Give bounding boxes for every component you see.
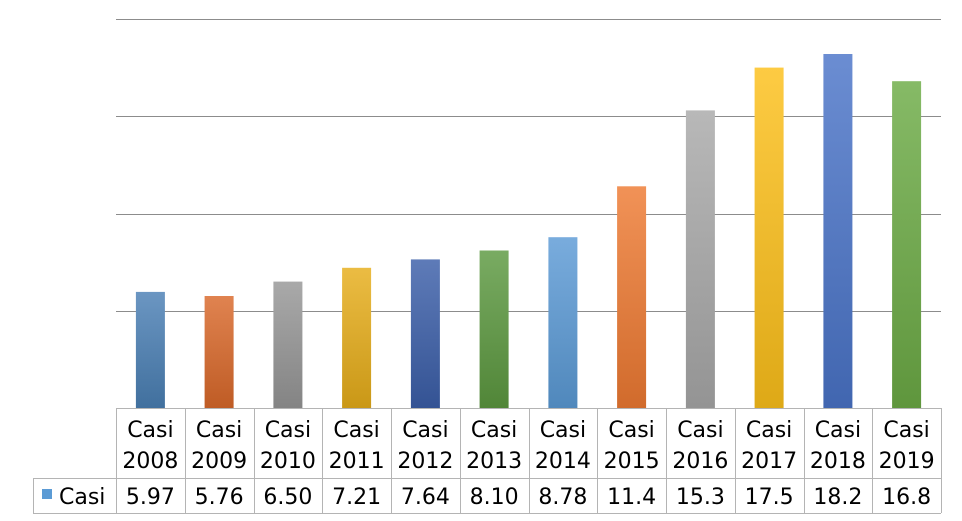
- bar-2010: [273, 281, 303, 408]
- category-label: 2014: [535, 449, 591, 474]
- bar-2017: [754, 67, 784, 408]
- bar-2014: [548, 237, 578, 408]
- value-label: 18.2: [813, 485, 862, 510]
- gridlines: [116, 19, 941, 312]
- category-label: 2012: [397, 449, 453, 474]
- bar-2008: [135, 291, 165, 408]
- category-label: 2010: [260, 449, 316, 474]
- bar-2015: [617, 186, 647, 408]
- category-label: 2019: [879, 449, 935, 474]
- category-label: Casi: [127, 418, 173, 443]
- category-label: Casi: [746, 418, 792, 443]
- category-label: 2013: [466, 449, 522, 474]
- bar-2019: [892, 81, 922, 408]
- series-label: Casi: [59, 485, 105, 510]
- category-label: 2009: [191, 449, 247, 474]
- category-label: Casi: [196, 418, 242, 443]
- category-label: 2008: [122, 449, 178, 474]
- bars: [135, 54, 922, 409]
- value-label: 7.21: [332, 485, 381, 510]
- value-label: 7.64: [401, 485, 450, 510]
- category-label: 2017: [741, 449, 797, 474]
- value-label: 11.4: [607, 485, 656, 510]
- category-label: Casi: [815, 418, 861, 443]
- category-label: Casi: [608, 418, 654, 443]
- value-label: 6.50: [263, 485, 312, 510]
- bar-2012: [410, 259, 440, 408]
- category-label: 2018: [810, 449, 866, 474]
- bar-2016: [685, 110, 715, 409]
- category-label: Casi: [265, 418, 311, 443]
- value-label: 17.5: [745, 485, 794, 510]
- value-label: 5.97: [126, 485, 175, 510]
- bar-2018: [823, 54, 853, 408]
- category-label: Casi: [883, 418, 929, 443]
- category-label: Casi: [540, 418, 586, 443]
- category-label: Casi: [402, 418, 448, 443]
- value-label: 16.8: [882, 485, 931, 510]
- data-table: Casi 2008 Casi 2009 Casi 2010 Casi 2011 Casi 2012…: [33, 408, 942, 514]
- bar-2011: [342, 267, 372, 408]
- category-label: Casi: [471, 418, 517, 443]
- value-label: 15.3: [676, 485, 725, 510]
- category-label: 2016: [672, 449, 728, 474]
- category-label: Casi: [333, 418, 379, 443]
- category-label: 2011: [329, 449, 385, 474]
- value-label: 8.78: [538, 485, 587, 510]
- category-label: 2015: [604, 449, 660, 474]
- bar-2013: [479, 250, 509, 408]
- value-label: 5.76: [195, 485, 244, 510]
- category-label: Casi: [677, 418, 723, 443]
- legend-key-icon: [42, 489, 52, 499]
- value-label: 8.10: [470, 485, 519, 510]
- bar-2009: [204, 296, 234, 408]
